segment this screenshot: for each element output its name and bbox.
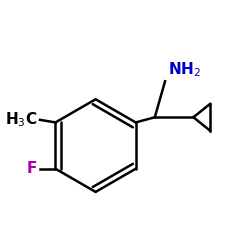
Text: H$_3$C: H$_3$C	[5, 110, 38, 129]
Text: NH$_2$: NH$_2$	[168, 60, 201, 79]
Text: F: F	[27, 161, 38, 176]
